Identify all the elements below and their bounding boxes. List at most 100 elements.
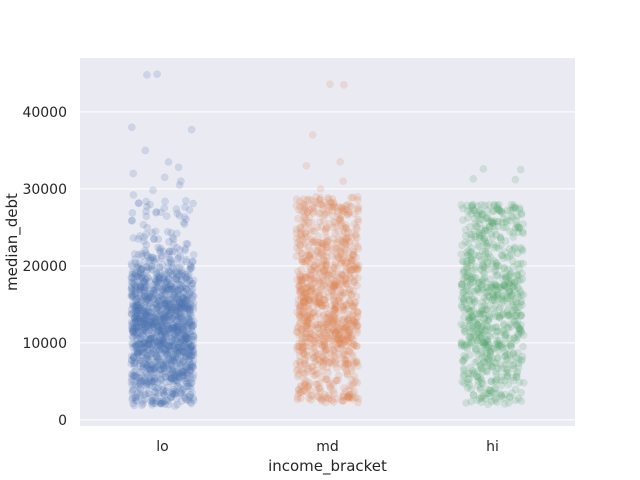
data-point-lo — [129, 353, 138, 362]
data-point-lo — [128, 216, 136, 225]
data-point-lo — [131, 289, 140, 297]
data-point-lo — [154, 293, 162, 301]
data-point-lo — [161, 197, 169, 206]
data-point-lo — [162, 357, 171, 366]
data-point-lo — [176, 384, 185, 393]
data-point-hi — [513, 283, 522, 292]
data-point-lo — [134, 250, 143, 259]
data-point-lo — [141, 359, 149, 368]
x-tick-labels: lo md hi — [156, 439, 499, 455]
data-point-lo — [145, 326, 154, 334]
data-point-lo — [182, 274, 190, 282]
data-point-md — [313, 246, 322, 255]
data-point-lo — [133, 347, 142, 356]
data-point-md — [316, 193, 325, 202]
data-point-hi — [503, 372, 512, 381]
data-point-lo — [150, 361, 159, 370]
data-point-lo — [146, 318, 155, 326]
data-point-hi — [511, 396, 520, 405]
data-point-md — [333, 376, 342, 385]
data-point-lo — [133, 311, 142, 320]
data-point-lo — [187, 367, 195, 375]
data-point-lo — [150, 334, 159, 342]
data-point-md — [309, 201, 317, 210]
data-point-lo — [130, 362, 139, 370]
data-point-lo — [143, 273, 152, 281]
data-point-lo — [165, 247, 174, 256]
data-point-lo — [128, 386, 137, 395]
data-point-lo — [137, 317, 146, 325]
data-point-lo — [133, 325, 142, 334]
data-point-lo — [134, 349, 143, 357]
data-point-lo — [173, 254, 182, 263]
data-point-lo — [172, 371, 181, 379]
data-point-lo — [130, 250, 139, 258]
data-point-lo — [139, 286, 148, 294]
data-point-lo — [160, 346, 169, 355]
data-point-lo — [127, 284, 136, 293]
data-point-lo — [138, 364, 147, 373]
data-point-md — [344, 233, 353, 242]
data-point-lo — [165, 372, 173, 380]
data-point-lo — [164, 342, 173, 350]
data-point-lo — [167, 356, 176, 365]
data-point-lo — [155, 297, 163, 305]
data-point-lo — [172, 294, 181, 303]
data-point-lo — [137, 377, 146, 386]
data-point-lo — [132, 323, 141, 332]
data-point-lo — [151, 318, 159, 327]
data-point-lo — [133, 307, 142, 316]
data-point-lo — [146, 364, 155, 372]
data-point-lo — [172, 229, 181, 238]
data-point-lo — [132, 302, 141, 310]
data-point-lo — [161, 344, 170, 353]
data-point-lo — [140, 319, 148, 328]
data-point-lo — [140, 319, 148, 328]
data-point-lo — [145, 299, 154, 308]
data-point-lo — [184, 382, 193, 391]
data-point-lo — [152, 317, 160, 326]
data-point-md — [307, 266, 316, 275]
data-point-lo — [171, 331, 179, 340]
data-point-hi — [465, 272, 474, 280]
data-point-lo — [181, 348, 190, 357]
data-point-lo — [151, 334, 159, 343]
data-point-hi — [502, 357, 510, 365]
data-point-lo — [183, 379, 191, 388]
data-point-lo — [164, 303, 172, 311]
data-point-lo — [168, 390, 177, 398]
data-point-lo — [160, 338, 168, 347]
data-point-lo — [171, 331, 180, 339]
data-point-lo — [141, 274, 150, 283]
data-point-lo — [144, 340, 153, 349]
data-point-lo — [166, 292, 175, 300]
data-point-lo — [132, 366, 140, 375]
data-point-lo — [130, 323, 139, 332]
data-point-lo — [180, 327, 188, 336]
data-point-lo — [149, 320, 157, 328]
y-tick-label: 0 — [58, 413, 67, 429]
data-point-lo — [129, 319, 138, 327]
data-point-lo — [167, 282, 175, 291]
data-point-lo — [130, 354, 139, 363]
data-point-lo — [148, 262, 156, 270]
data-point-lo — [159, 310, 168, 319]
data-point-lo — [143, 351, 152, 360]
data-point-lo — [130, 331, 139, 339]
data-point-lo — [177, 307, 186, 316]
data-point-lo — [170, 247, 179, 256]
data-point-lo — [180, 318, 189, 327]
plot-background — [80, 58, 575, 426]
data-point-lo — [136, 384, 144, 393]
data-point-hi — [511, 175, 520, 184]
data-point-lo — [150, 365, 158, 374]
data-point-lo — [185, 276, 194, 285]
data-point-lo — [183, 330, 192, 339]
data-point-hi — [516, 165, 525, 174]
data-point-lo — [179, 384, 188, 393]
data-point-lo — [186, 264, 195, 273]
data-point-lo — [157, 327, 166, 336]
data-point-lo — [128, 292, 137, 301]
data-point-lo — [160, 313, 169, 322]
data-point-lo — [160, 365, 168, 373]
